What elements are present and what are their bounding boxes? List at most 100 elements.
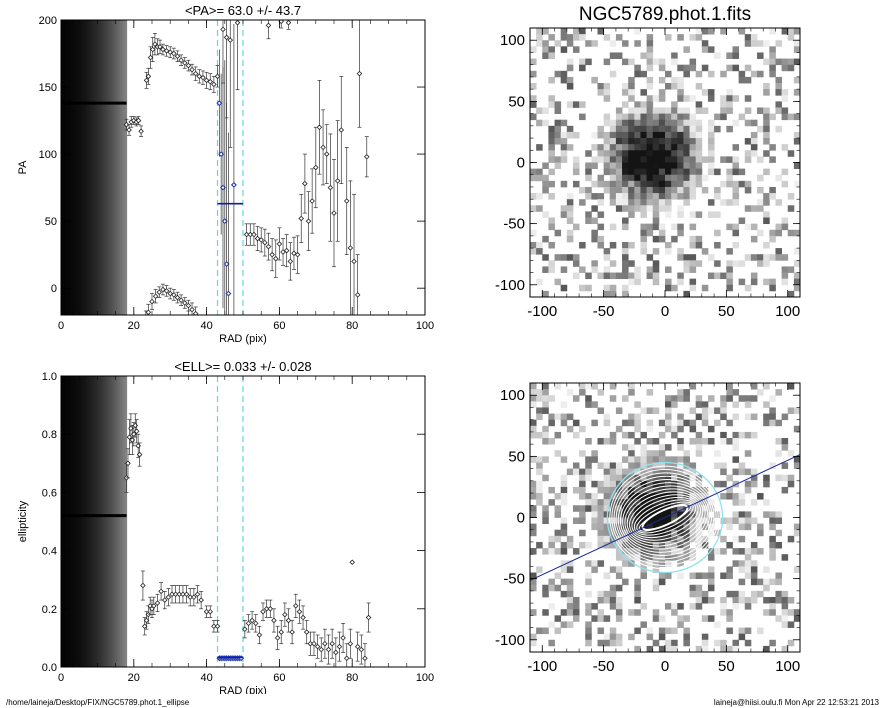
image-pixel xyxy=(572,180,580,188)
image-pixel xyxy=(603,535,611,543)
image-pixel xyxy=(591,450,598,457)
image-pixel xyxy=(609,156,617,163)
core-gradient-strip xyxy=(90,376,93,667)
image-pixel xyxy=(566,34,574,41)
image-pixel xyxy=(652,58,660,66)
image-pixel xyxy=(560,486,568,494)
image-pixel xyxy=(615,517,623,525)
image-pixel xyxy=(652,199,660,206)
image-pixel xyxy=(634,119,641,127)
image-pixel xyxy=(591,162,598,170)
image-pixel xyxy=(622,248,629,255)
image-pixel xyxy=(536,241,543,249)
image-pixel xyxy=(634,578,641,586)
image-pixel xyxy=(677,486,684,494)
image-pixel xyxy=(652,407,660,414)
data-point xyxy=(294,251,301,258)
image-pixel xyxy=(640,560,647,567)
image-pixel xyxy=(701,438,709,445)
image-pixel xyxy=(591,560,598,567)
image-pixel xyxy=(726,389,733,396)
image-pixel xyxy=(646,627,654,635)
image-pixel xyxy=(646,83,654,90)
image-pixel xyxy=(536,566,543,573)
image-pixel xyxy=(714,229,721,237)
ellipse-overlay-pixels xyxy=(530,383,800,652)
image-pixel xyxy=(560,560,568,567)
image-pixel xyxy=(781,621,789,628)
image-pixel xyxy=(757,156,764,163)
image-pixel xyxy=(695,603,703,610)
image-pixel xyxy=(622,480,629,488)
image-pixel xyxy=(622,266,629,273)
image-pixel xyxy=(763,217,770,225)
image-pixel xyxy=(542,517,549,525)
image-pixel xyxy=(695,119,703,127)
image-pixel xyxy=(572,517,580,525)
image-pixel xyxy=(640,70,647,78)
image-pixel xyxy=(689,419,697,427)
data-point xyxy=(211,81,217,88)
image-pixel xyxy=(640,174,647,182)
image-pixel xyxy=(615,52,623,59)
isophote-ellipse xyxy=(636,501,694,534)
image-pixel xyxy=(536,40,543,47)
image-pixel xyxy=(566,425,574,433)
image-pixel xyxy=(750,499,758,506)
image-pixel xyxy=(572,615,580,622)
image-pixel xyxy=(609,290,617,297)
image-pixel xyxy=(726,609,733,616)
image-pixel xyxy=(609,199,617,206)
image-pixel xyxy=(548,541,555,549)
highlight-point xyxy=(218,151,225,158)
image-pixel xyxy=(769,254,776,261)
image-pixel xyxy=(530,493,537,500)
image-pixel xyxy=(665,83,672,90)
image-pixel xyxy=(683,150,690,157)
image-pixel xyxy=(793,58,800,66)
image-pixel xyxy=(634,144,641,151)
image-pixel xyxy=(781,89,789,96)
image-pixel xyxy=(548,266,555,273)
image-pixel xyxy=(640,566,647,573)
image-pixel xyxy=(665,401,672,408)
core-gradient-strip xyxy=(87,376,90,667)
image-pixel xyxy=(634,590,641,598)
image-pixel xyxy=(658,499,666,506)
image-pixel xyxy=(775,89,782,96)
image-pixel xyxy=(750,474,758,482)
image-pixel xyxy=(597,211,605,218)
image-pixel xyxy=(585,456,592,463)
image-pixel xyxy=(548,125,555,133)
image-pixel xyxy=(671,456,678,463)
image-pixel xyxy=(763,150,770,157)
image-pixel xyxy=(732,95,740,102)
image-pixel xyxy=(634,499,641,506)
isophote-ellipse xyxy=(619,482,711,553)
image-pixel xyxy=(757,40,764,47)
image-pixel xyxy=(548,168,555,176)
image-pixel xyxy=(634,205,641,212)
image-pixel xyxy=(548,438,555,445)
data-point xyxy=(354,643,361,650)
image-pixel xyxy=(689,95,697,102)
image-pixel xyxy=(689,125,697,133)
image-pixel xyxy=(775,615,782,622)
image-pixel xyxy=(609,438,617,445)
x-tick-label: -50 xyxy=(593,303,615,320)
image-pixel xyxy=(781,168,789,176)
core-gradient-strip xyxy=(69,376,72,667)
image-pixel xyxy=(732,499,740,506)
image-pixel xyxy=(677,186,684,194)
image-pixel xyxy=(769,413,776,421)
image-pixel xyxy=(781,413,789,421)
image-pixel xyxy=(572,462,580,469)
image-pixel xyxy=(689,64,697,72)
data-point xyxy=(181,300,188,306)
image-pixel xyxy=(726,566,733,573)
image-pixel xyxy=(781,590,789,598)
image-pixel xyxy=(781,272,789,280)
image-pixel xyxy=(689,150,697,157)
image-pixel xyxy=(677,615,684,622)
image-pixel xyxy=(597,590,605,598)
